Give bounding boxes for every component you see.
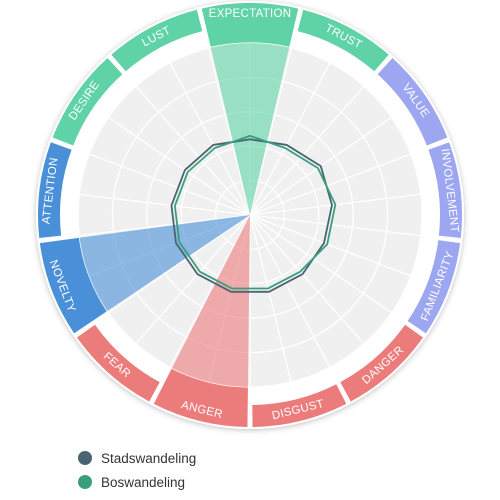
highlight-wedge-anger (171, 215, 250, 387)
category-segment-expectation[interactable] (201, 3, 299, 48)
legend-item-0[interactable]: Stadswandeling (78, 446, 196, 470)
legend-item-1[interactable]: Boswandeling (78, 470, 196, 494)
grid-spoke (249, 62, 331, 216)
grid-spoke (208, 47, 251, 216)
grid-spoke (169, 214, 251, 368)
grid-spoke (249, 214, 412, 277)
legend-label: Boswandeling (101, 474, 186, 490)
category-segment-attention[interactable] (37, 142, 72, 239)
category-segment-danger[interactable] (340, 324, 424, 402)
category-segment-familiarity[interactable] (407, 240, 461, 334)
legend: Stadswandeling Boswandeling (78, 446, 196, 494)
category-segment-lust[interactable] (111, 9, 203, 72)
grid-spoke (135, 214, 251, 345)
grid-spoke (249, 214, 421, 237)
grid-spoke (249, 214, 331, 368)
category-label: EXPECTATION (209, 8, 292, 20)
highlight-wedge-expectation (210, 42, 290, 215)
grid-spoke (249, 214, 365, 345)
category-segment-fear[interactable] (76, 324, 160, 402)
grid-spoke (88, 153, 251, 216)
category-segment-disgust[interactable] (252, 384, 347, 427)
category-segment-desire[interactable] (52, 58, 123, 146)
series-line-0 (170, 138, 333, 293)
legend-marker (78, 475, 92, 489)
category-segment-value[interactable] (377, 58, 448, 146)
grid-spoke (249, 47, 292, 216)
legend-label: Stadswandeling (101, 450, 197, 466)
grid-spoke (79, 214, 251, 237)
grid-spoke (249, 214, 392, 314)
grid-spoke (135, 85, 251, 216)
category-segment-novelty[interactable] (39, 237, 108, 334)
category-segment-involvement[interactable] (428, 142, 462, 239)
grid-spoke (249, 214, 292, 383)
highlight-wedge-novelty (79, 215, 250, 312)
category-segment-trust[interactable] (297, 9, 389, 72)
grid-spoke (108, 116, 251, 216)
grid-spoke (169, 62, 251, 216)
category-segment-anger[interactable] (153, 368, 248, 427)
grid-spoke (249, 85, 365, 216)
series-line-1 (173, 134, 337, 290)
grid-spoke (79, 193, 251, 216)
grid-spoke (108, 214, 251, 314)
grid-spoke (249, 153, 412, 216)
legend-marker (78, 451, 92, 465)
